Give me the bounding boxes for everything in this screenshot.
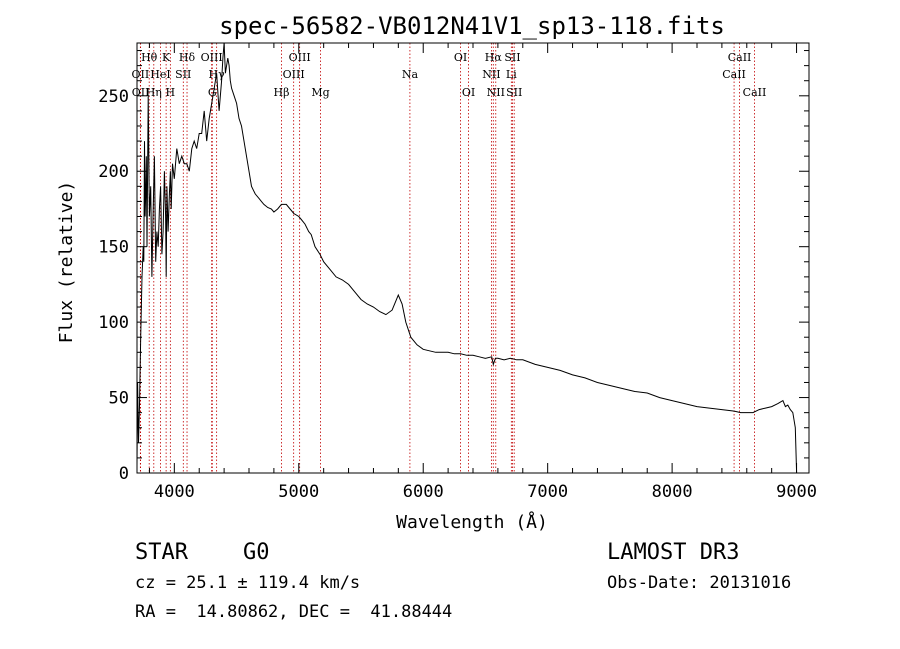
spectral-line-label: Hα bbox=[485, 51, 503, 64]
spectral-line-label: NII bbox=[482, 68, 500, 81]
y-tick-label: 100 bbox=[98, 313, 129, 333]
spectral-line-label: OII bbox=[132, 68, 150, 81]
y-tick-label: 50 bbox=[109, 389, 129, 409]
class-label: STAR bbox=[135, 540, 188, 565]
y-axis-label: Flux (relative) bbox=[56, 181, 77, 344]
spectral-line-label: CaII bbox=[722, 68, 746, 81]
x-tick-label: 7000 bbox=[527, 482, 568, 502]
spectral-line-label: G bbox=[208, 86, 217, 99]
chart-title: spec-56582-VB012N41V1_sp13-118.fits bbox=[219, 12, 725, 40]
spectral-line-label: Hη bbox=[146, 86, 162, 99]
spectral-line-label: SII bbox=[504, 51, 520, 64]
spectral-line-label: OIII bbox=[283, 68, 305, 81]
x-tick-label: 6000 bbox=[403, 482, 444, 502]
x-axis-label: Wavelength (Å) bbox=[396, 511, 548, 533]
y-tick-label: 250 bbox=[98, 87, 129, 107]
coordinates-text: RA = 14.80862, DEC = 41.88444 bbox=[135, 602, 453, 622]
spectral-line-label: Hβ bbox=[274, 86, 290, 99]
spectral-line-label: Mg bbox=[311, 86, 329, 99]
plot-frame bbox=[136, 42, 810, 474]
spectral-line-label: NII bbox=[487, 86, 505, 99]
x-tick-label: 5000 bbox=[278, 482, 319, 502]
survey-label: LAMOST DR3 bbox=[607, 540, 740, 565]
obs-date-text: Obs-Date: 20131016 bbox=[607, 573, 792, 593]
spectral-lines bbox=[139, 43, 755, 473]
y-tick-label: 0 bbox=[119, 464, 129, 484]
spectral-line-label: OIII bbox=[201, 51, 223, 64]
spectral-line-label: OI bbox=[462, 86, 475, 99]
x-tick-label: 4000 bbox=[154, 482, 195, 502]
axis-ticks: 4000 5000 6000 7000 8000 9000 0 50 100 150 200 250 bbox=[98, 43, 817, 502]
spectral-line-label: Li bbox=[506, 68, 517, 81]
y-tick-label: 150 bbox=[98, 238, 129, 258]
spectral-line-label: H bbox=[166, 86, 176, 99]
redshift-text: cz = 25.1 ± 119.4 km/s bbox=[135, 573, 361, 593]
x-tick-label: 9000 bbox=[776, 482, 817, 502]
subclass-label: G0 bbox=[243, 540, 270, 565]
spectral-line-label: Hθ bbox=[141, 51, 158, 64]
spectrum-series bbox=[136, 42, 798, 474]
spectral-line-label: HeI bbox=[150, 68, 170, 81]
spectral-line-label: K bbox=[162, 51, 171, 64]
spectral-line-label: Na bbox=[402, 68, 419, 81]
spectral-line-label: CaII bbox=[743, 86, 767, 99]
spectral-line-label: OIII bbox=[289, 51, 311, 64]
spectral-line-label: CaII bbox=[728, 51, 752, 64]
y-tick-label: 200 bbox=[98, 162, 129, 182]
spectral-line-label: SII bbox=[506, 86, 522, 99]
spectral-line-label: Hδ bbox=[179, 51, 196, 64]
x-tick-label: 8000 bbox=[652, 482, 693, 502]
spectral-line-label: OI bbox=[454, 51, 467, 64]
spectral-line-label: SII bbox=[175, 68, 191, 81]
